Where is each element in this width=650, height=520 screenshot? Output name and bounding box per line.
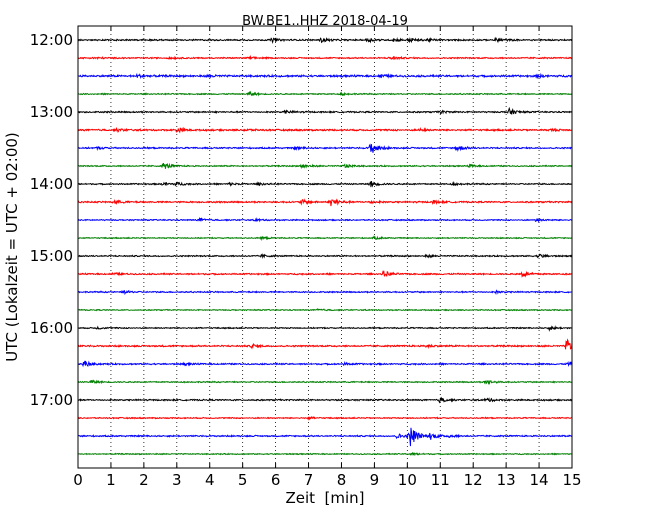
trace-1715 bbox=[77, 416, 573, 421]
trace-1545 bbox=[77, 308, 573, 312]
trace-1230 bbox=[77, 72, 573, 80]
trace-1400 bbox=[77, 181, 573, 188]
x-tick-label-1: 1 bbox=[106, 471, 116, 489]
plot-frame bbox=[77, 25, 573, 469]
trace-1200 bbox=[77, 36, 573, 44]
trace-1445 bbox=[77, 235, 573, 242]
trace-1415 bbox=[77, 198, 573, 207]
y-tick-label-2: 14:00 bbox=[30, 175, 73, 193]
trace-1330 bbox=[77, 143, 573, 153]
trace-1745 bbox=[77, 452, 573, 457]
trace-1515 bbox=[77, 270, 573, 278]
y-axis-label: UTC (Lokalzeit = UTC + 02:00) bbox=[3, 132, 21, 362]
trace-1215 bbox=[77, 54, 573, 61]
trace-1645 bbox=[77, 379, 573, 386]
x-tick-label-10: 10 bbox=[398, 471, 417, 489]
trace-1615 bbox=[77, 338, 573, 350]
x-tick-label-14: 14 bbox=[530, 471, 549, 489]
grid-lines bbox=[110, 26, 540, 468]
trace-1730 bbox=[77, 427, 573, 447]
x-axis-label: Zeit [min] bbox=[285, 489, 364, 507]
x-tick-label-2: 2 bbox=[139, 471, 149, 489]
trace-1300 bbox=[77, 106, 573, 115]
y-tick-label-3: 15:00 bbox=[30, 247, 73, 265]
trace-1245 bbox=[77, 90, 573, 97]
x-tick-label-15: 15 bbox=[562, 471, 581, 489]
x-tick-label-11: 11 bbox=[431, 471, 450, 489]
trace-1600 bbox=[77, 325, 573, 332]
trace-1315 bbox=[77, 126, 573, 134]
y-axis-ticks: 12:00 13:00 14:00 15:00 16:00 17:00 bbox=[30, 31, 572, 409]
x-tick-label-0: 0 bbox=[73, 471, 83, 489]
x-tick-label-13: 13 bbox=[497, 471, 516, 489]
seismic-traces bbox=[77, 36, 573, 457]
x-tick-label-5: 5 bbox=[238, 471, 248, 489]
trace-1530 bbox=[77, 289, 573, 296]
x-tick-label-3: 3 bbox=[172, 471, 182, 489]
trace-1630 bbox=[77, 360, 573, 368]
trace-1500 bbox=[77, 253, 573, 260]
x-tick-label-9: 9 bbox=[370, 471, 380, 489]
chart-title: BW.BE1..HHZ 2018-04-19 bbox=[242, 14, 408, 29]
trace-1430 bbox=[77, 216, 573, 223]
y-tick-label-5: 17:00 bbox=[30, 391, 73, 409]
x-tick-label-6: 6 bbox=[271, 471, 281, 489]
y-tick-label-4: 16:00 bbox=[30, 319, 73, 337]
x-tick-label-12: 12 bbox=[464, 471, 483, 489]
x-axis-ticks: 0 1 2 3 4 5 6 7 8 9 10 11 12 13 14 15 bbox=[73, 26, 582, 489]
x-tick-label-4: 4 bbox=[205, 471, 215, 489]
x-tick-label-7: 7 bbox=[304, 471, 314, 489]
y-tick-label-0: 12:00 bbox=[30, 31, 73, 49]
y-tick-label-1: 13:00 bbox=[30, 103, 73, 121]
trace-1345 bbox=[77, 162, 573, 170]
trace-1700 bbox=[77, 396, 573, 404]
x-tick-label-8: 8 bbox=[337, 471, 347, 489]
